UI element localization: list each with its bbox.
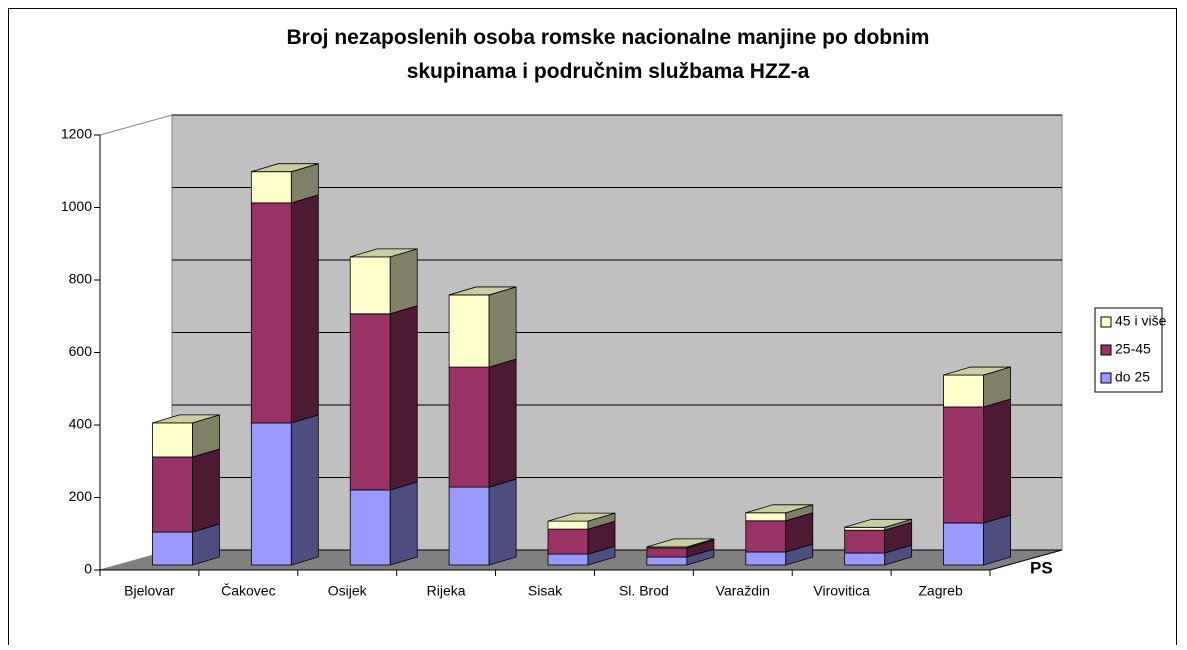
bar-side bbox=[488, 286, 517, 368]
bar-side bbox=[290, 414, 319, 566]
bar-front bbox=[844, 552, 886, 566]
bar-front bbox=[745, 551, 787, 566]
bar-front bbox=[943, 406, 984, 524]
bar-top bbox=[448, 286, 517, 296]
bar-side bbox=[488, 478, 517, 566]
bar-side bbox=[983, 514, 1011, 566]
x-tick-label: Sisak bbox=[528, 583, 563, 599]
bar-front bbox=[943, 522, 984, 566]
bar-side bbox=[389, 481, 418, 566]
bar-front bbox=[152, 456, 193, 533]
y-tick-label: 200 bbox=[69, 488, 93, 504]
bar-front bbox=[448, 366, 490, 488]
bar-top bbox=[943, 366, 1011, 376]
bar-front bbox=[745, 512, 787, 522]
legend-label: 25-45 bbox=[1115, 341, 1151, 357]
x-axis-depth bbox=[989, 549, 1063, 571]
bar-front bbox=[152, 531, 193, 566]
bar-front bbox=[547, 520, 589, 530]
bar-side bbox=[389, 305, 418, 491]
x-tick-label: Sl. Brod bbox=[619, 583, 669, 599]
x-tick-label: Čakovec bbox=[221, 583, 275, 599]
bar-top bbox=[844, 518, 912, 528]
bar-side bbox=[983, 398, 1011, 524]
bar-top bbox=[251, 163, 319, 173]
y-tick-label: 800 bbox=[69, 271, 93, 287]
y-tick-label: 1200 bbox=[61, 126, 92, 142]
bar-front bbox=[152, 422, 193, 458]
bar-front bbox=[349, 256, 391, 315]
y-tick-label: 0 bbox=[84, 561, 92, 577]
bar-front bbox=[745, 520, 787, 553]
bar-front bbox=[943, 374, 984, 408]
y-tick-label: 600 bbox=[69, 343, 93, 359]
bar-front bbox=[844, 526, 886, 531]
bar-front bbox=[646, 547, 688, 558]
bar-side bbox=[488, 358, 517, 488]
bar-side bbox=[192, 448, 220, 533]
bar-front bbox=[448, 486, 490, 566]
bar-front bbox=[349, 313, 391, 491]
y-tick-label: 400 bbox=[69, 416, 93, 432]
bar-front bbox=[250, 171, 292, 204]
bar-front bbox=[250, 422, 292, 566]
bar-front bbox=[844, 529, 886, 554]
y-tick-label: 1000 bbox=[61, 198, 92, 214]
x-tick-label: Varaždin bbox=[716, 583, 770, 599]
bar-top bbox=[152, 414, 220, 424]
bar-front bbox=[547, 553, 589, 566]
bar-front bbox=[646, 556, 688, 566]
bar-front bbox=[547, 528, 589, 555]
bar-top bbox=[646, 538, 715, 548]
x-tick-label: Virovitica bbox=[813, 583, 870, 599]
x-tick-label: Bjelovar bbox=[124, 583, 175, 599]
bar-top bbox=[547, 512, 616, 522]
legend-swatch bbox=[1100, 316, 1112, 328]
bar-top bbox=[350, 248, 418, 258]
legend-label: do 25 bbox=[1115, 369, 1150, 385]
x-tick-label: Rijeka bbox=[427, 583, 466, 599]
chart-title: Broj nezaposlenih osoba romske nacionaln… bbox=[287, 26, 930, 83]
x-axis-label: PS bbox=[1030, 558, 1053, 577]
bar-front bbox=[349, 489, 391, 566]
bar-top bbox=[745, 504, 813, 514]
x-tick-label: Osijek bbox=[328, 583, 368, 599]
bar-front bbox=[250, 202, 292, 424]
legend-label: 45 i više bbox=[1115, 313, 1167, 329]
chart-title-text: Broj nezaposlenih osoba romske nacionaln… bbox=[287, 26, 930, 83]
bar-side bbox=[389, 248, 418, 315]
legend-swatch bbox=[1100, 344, 1112, 356]
bar-front bbox=[448, 294, 490, 368]
legend-swatch bbox=[1100, 372, 1112, 384]
x-tick-label: Zagreb bbox=[918, 583, 963, 599]
bar-side bbox=[290, 194, 319, 424]
